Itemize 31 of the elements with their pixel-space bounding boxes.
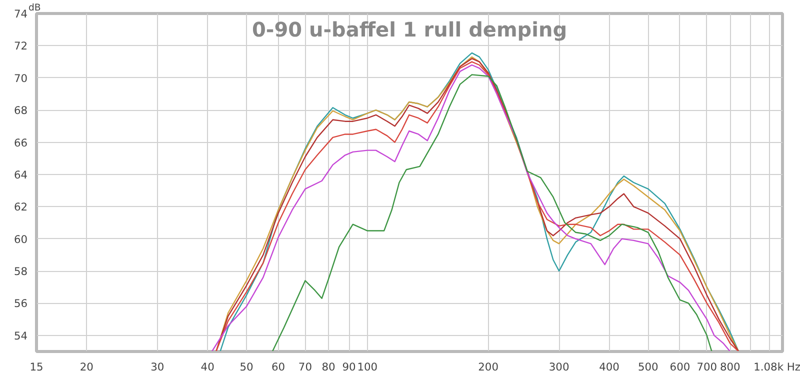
y-tick-label: 66	[14, 136, 28, 150]
y-tick-label: 58	[14, 265, 28, 278]
x-tick-label: 60	[272, 360, 286, 374]
x-tick-label: 100	[357, 360, 378, 374]
x-tick-label: 1.08k Hz	[754, 360, 800, 374]
x-tick-label: 40	[200, 360, 215, 374]
x-tick-label: 80	[322, 360, 336, 374]
x-tick-label: 200	[478, 360, 499, 374]
x-tick-label: 800	[720, 360, 741, 374]
y-axis-title: dB	[28, 2, 41, 14]
x-tick-label: 20	[80, 360, 94, 374]
x-tick-label: 15	[30, 360, 44, 374]
x-tick-label: 600	[670, 360, 690, 374]
x-tick-label: 500	[638, 360, 659, 374]
y-tick-label: 60	[14, 232, 28, 246]
x-tick-label: 70	[298, 360, 312, 374]
x-tick-label: 50	[240, 360, 254, 374]
x-tick-label: 90	[342, 360, 356, 374]
y-tick-label: 62	[14, 200, 28, 214]
y-tick-label: 68	[14, 104, 28, 118]
y-tick-label: 54	[14, 329, 28, 342]
y-tick-label: 70	[14, 72, 28, 85]
y-tick-label: 56	[14, 297, 28, 310]
y-tick-label: 72	[14, 40, 28, 53]
y-tick-label: 64	[14, 168, 28, 182]
x-tick-label: 30	[150, 360, 164, 374]
x-tick-label: 300	[548, 360, 570, 374]
x-tick-label: 700	[696, 360, 718, 374]
chart-title: 0-90 u-baffel 1 rull demping	[252, 18, 568, 42]
x-tick-label: 400	[599, 360, 620, 374]
y-tick-label: 74	[14, 8, 28, 20]
